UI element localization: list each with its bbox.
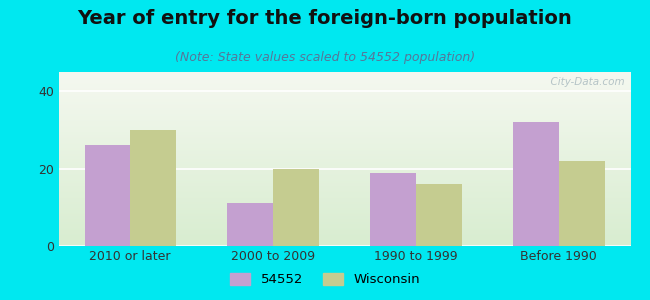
- Legend: 54552, Wisconsin: 54552, Wisconsin: [226, 269, 424, 290]
- Bar: [370, 172, 416, 246]
- Bar: [130, 130, 176, 246]
- Bar: [559, 161, 604, 246]
- Bar: [273, 169, 318, 246]
- Bar: [513, 122, 559, 246]
- Text: City-Data.com: City-Data.com: [544, 77, 625, 87]
- Text: (Note: State values scaled to 54552 population): (Note: State values scaled to 54552 popu…: [175, 51, 475, 64]
- Bar: [416, 184, 462, 246]
- Bar: [84, 146, 130, 246]
- Text: Year of entry for the foreign-born population: Year of entry for the foreign-born popul…: [77, 9, 573, 28]
- Bar: [227, 203, 273, 246]
